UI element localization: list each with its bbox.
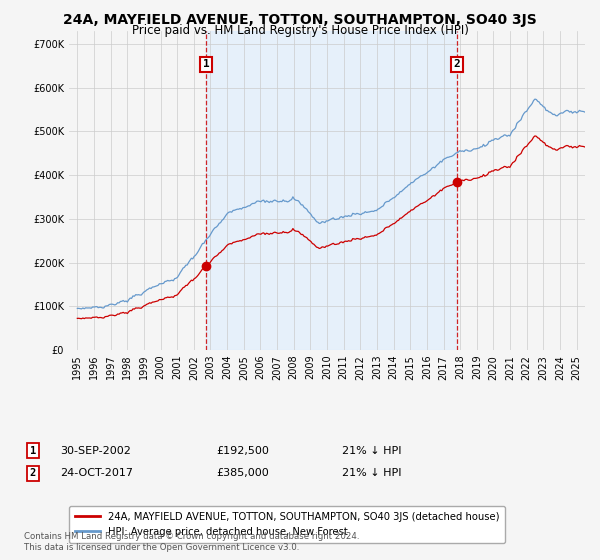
Text: £192,500: £192,500 bbox=[216, 446, 269, 456]
Text: Price paid vs. HM Land Registry's House Price Index (HPI): Price paid vs. HM Land Registry's House … bbox=[131, 24, 469, 37]
Text: 24A, MAYFIELD AVENUE, TOTTON, SOUTHAMPTON, SO40 3JS: 24A, MAYFIELD AVENUE, TOTTON, SOUTHAMPTO… bbox=[63, 13, 537, 27]
Text: 2: 2 bbox=[454, 59, 460, 69]
Text: 24-OCT-2017: 24-OCT-2017 bbox=[60, 468, 133, 478]
Text: 1: 1 bbox=[203, 59, 209, 69]
Text: 21% ↓ HPI: 21% ↓ HPI bbox=[342, 446, 401, 456]
Text: 21% ↓ HPI: 21% ↓ HPI bbox=[342, 468, 401, 478]
Text: 30-SEP-2002: 30-SEP-2002 bbox=[60, 446, 131, 456]
Text: Contains HM Land Registry data © Crown copyright and database right 2024.
This d: Contains HM Land Registry data © Crown c… bbox=[24, 532, 359, 552]
Legend: 24A, MAYFIELD AVENUE, TOTTON, SOUTHAMPTON, SO40 3JS (detached house), HPI: Avera: 24A, MAYFIELD AVENUE, TOTTON, SOUTHAMPTO… bbox=[69, 506, 505, 543]
Text: £385,000: £385,000 bbox=[216, 468, 269, 478]
Bar bbox=[206, 31, 457, 350]
Text: 2: 2 bbox=[30, 468, 36, 478]
Text: 1: 1 bbox=[30, 446, 36, 456]
